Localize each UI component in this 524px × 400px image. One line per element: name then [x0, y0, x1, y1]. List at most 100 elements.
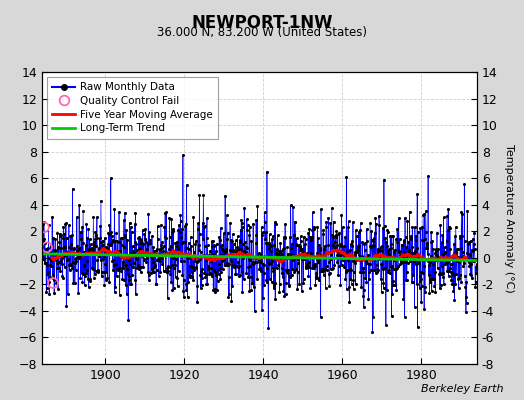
Point	[272, 256, 280, 262]
Point	[381, 265, 389, 272]
Point	[417, 269, 425, 276]
Point	[436, 222, 444, 228]
Point	[251, 258, 259, 265]
Point	[123, 270, 132, 277]
Point	[438, 232, 446, 238]
Point	[101, 247, 110, 254]
Point	[47, 256, 56, 263]
Point	[324, 215, 332, 221]
Point	[384, 268, 392, 275]
Point	[334, 272, 342, 278]
Point	[339, 250, 347, 256]
Point	[101, 276, 110, 283]
Point	[194, 242, 203, 248]
Point	[54, 286, 62, 292]
Point	[155, 253, 163, 259]
Point	[335, 230, 344, 236]
Point	[82, 220, 91, 227]
Point	[359, 304, 368, 310]
Point	[40, 235, 48, 242]
Point	[169, 228, 178, 234]
Point	[371, 214, 379, 221]
Point	[224, 230, 232, 236]
Point	[471, 283, 479, 290]
Point	[464, 259, 473, 266]
Point	[160, 252, 168, 258]
Point	[280, 235, 289, 241]
Point	[125, 277, 134, 283]
Point	[309, 262, 317, 268]
Point	[60, 264, 69, 270]
Point	[83, 276, 92, 282]
Point	[302, 264, 311, 270]
Point	[446, 264, 455, 271]
Point	[289, 232, 298, 238]
Point	[242, 270, 250, 276]
Point	[202, 257, 210, 263]
Point	[422, 208, 430, 214]
Point	[241, 239, 249, 246]
Point	[390, 257, 399, 263]
Point	[328, 266, 336, 272]
Point	[188, 274, 196, 280]
Point	[114, 251, 123, 257]
Point	[312, 270, 321, 276]
Point	[248, 280, 256, 286]
Point	[242, 244, 250, 250]
Point	[50, 277, 59, 284]
Point	[112, 230, 120, 236]
Point	[231, 263, 239, 269]
Point	[450, 240, 458, 247]
Point	[280, 293, 289, 300]
Point	[359, 293, 367, 300]
Point	[405, 246, 413, 253]
Point	[115, 239, 124, 246]
Point	[384, 228, 392, 235]
Point	[375, 256, 383, 263]
Point	[390, 249, 398, 256]
Point	[428, 276, 436, 283]
Point	[300, 256, 309, 262]
Point	[302, 265, 310, 271]
Point	[191, 241, 200, 247]
Point	[260, 270, 268, 276]
Point	[67, 262, 75, 268]
Point	[43, 269, 52, 275]
Point	[264, 259, 272, 265]
Point	[156, 269, 165, 275]
Point	[425, 290, 433, 297]
Point	[175, 222, 183, 228]
Point	[379, 224, 387, 231]
Point	[377, 261, 386, 267]
Point	[279, 274, 287, 280]
Point	[241, 252, 249, 258]
Point	[309, 209, 317, 216]
Point	[247, 274, 255, 280]
Point	[370, 235, 378, 241]
Point	[412, 233, 420, 239]
Point	[269, 282, 278, 289]
Point	[200, 252, 208, 258]
Point	[79, 208, 88, 214]
Point	[151, 262, 159, 268]
Point	[83, 235, 92, 242]
Point	[432, 246, 441, 252]
Point	[240, 205, 248, 212]
Point	[52, 265, 61, 272]
Point	[414, 259, 422, 266]
Point	[291, 218, 300, 225]
Point	[41, 260, 49, 266]
Point	[410, 250, 418, 256]
Point	[57, 257, 65, 264]
Point	[65, 261, 73, 268]
Point	[406, 208, 414, 215]
Point	[429, 276, 437, 282]
Point	[261, 229, 270, 235]
Point	[329, 218, 337, 225]
Point	[339, 257, 347, 264]
Point	[368, 254, 376, 261]
Point	[367, 267, 375, 274]
Point	[70, 256, 79, 262]
Point	[180, 258, 189, 264]
Point	[337, 261, 346, 268]
